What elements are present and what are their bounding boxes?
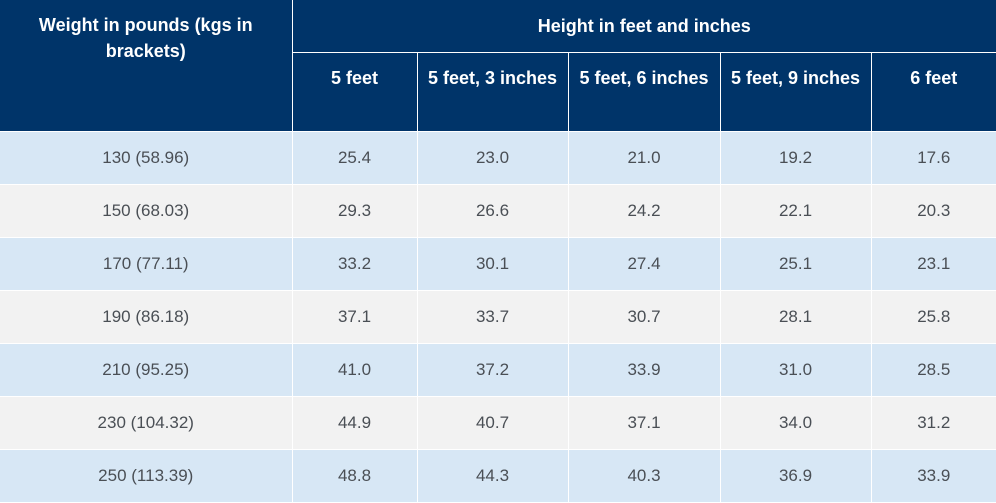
- bmi-cell: 33.7: [416, 290, 569, 344]
- bmi-cell: 37.1: [291, 290, 418, 344]
- table-row: 150 (68.03) 29.3 26.6 24.2 22.1 20.3: [0, 184, 996, 238]
- weight-cell: 170 (77.11): [0, 237, 293, 291]
- bmi-cell: 23.0: [416, 131, 569, 185]
- weight-cell: 130 (58.96): [0, 131, 293, 185]
- weight-column-header: Weight in pounds (kgs in brackets): [0, 0, 293, 132]
- bmi-cell: 30.7: [567, 290, 721, 344]
- height-column-header: 5 feet, 6 inches: [567, 51, 721, 132]
- bmi-cell: 22.1: [719, 184, 872, 238]
- bmi-cell: 33.2: [291, 237, 418, 291]
- bmi-cell: 23.1: [870, 237, 996, 291]
- bmi-cell: 37.2: [416, 343, 569, 397]
- bmi-cell: 25.1: [719, 237, 872, 291]
- bmi-cell: 29.3: [291, 184, 418, 238]
- bmi-cell: 21.0: [567, 131, 721, 185]
- table-body: 130 (58.96) 25.4 23.0 21.0 19.2 17.6 150…: [0, 131, 996, 503]
- bmi-cell: 25.4: [291, 131, 418, 185]
- height-column-header: 6 feet: [870, 51, 996, 132]
- table-row: 250 (113.39) 48.8 44.3 40.3 36.9 33.9: [0, 449, 996, 503]
- bmi-cell: 28.5: [870, 343, 996, 397]
- bmi-cell: 44.3: [416, 449, 569, 503]
- table-header: Weight in pounds (kgs in brackets) Heigh…: [0, 0, 996, 132]
- bmi-cell: 44.9: [291, 396, 418, 450]
- bmi-cell: 24.2: [567, 184, 721, 238]
- bmi-cell: 36.9: [719, 449, 872, 503]
- header-row-group: Weight in pounds (kgs in brackets) Heigh…: [0, 0, 996, 132]
- bmi-cell: 40.3: [567, 449, 721, 503]
- bmi-cell: 41.0: [291, 343, 418, 397]
- table-row: 210 (95.25) 41.0 37.2 33.9 31.0 28.5: [0, 343, 996, 397]
- weight-cell: 230 (104.32): [0, 396, 293, 450]
- bmi-cell: 28.1: [719, 290, 872, 344]
- bmi-cell: 27.4: [567, 237, 721, 291]
- height-column-header: 5 feet: [292, 51, 418, 132]
- table-row: 230 (104.32) 44.9 40.7 37.1 34.0 31.2: [0, 396, 996, 450]
- weight-cell: 210 (95.25): [0, 343, 293, 397]
- table-row: 190 (86.18) 37.1 33.7 30.7 28.1 25.8: [0, 290, 996, 344]
- bmi-cell: 31.2: [870, 396, 996, 450]
- bmi-cell: 33.9: [567, 343, 721, 397]
- bmi-cell: 30.1: [416, 237, 569, 291]
- table-row: 130 (58.96) 25.4 23.0 21.0 19.2 17.6: [0, 131, 996, 185]
- table-row: 170 (77.11) 33.2 30.1 27.4 25.1 23.1: [0, 237, 996, 291]
- bmi-cell: 20.3: [870, 184, 996, 238]
- weight-cell: 150 (68.03): [0, 184, 293, 238]
- bmi-cell: 37.1: [567, 396, 721, 450]
- weight-cell: 250 (113.39): [0, 449, 293, 503]
- height-column-header: 5 feet, 3 inches: [416, 51, 569, 132]
- height-column-header: 5 feet, 9 inches: [719, 51, 872, 132]
- bmi-cell: 25.8: [870, 290, 996, 344]
- bmi-cell: 48.8: [291, 449, 418, 503]
- height-group-header: Height in feet and inches: [291, 0, 996, 53]
- bmi-cell: 34.0: [719, 396, 872, 450]
- bmi-cell: 40.7: [416, 396, 569, 450]
- bmi-cell: 31.0: [719, 343, 872, 397]
- weight-cell: 190 (86.18): [0, 290, 293, 344]
- header-row-heights: 5 feet 5 feet, 3 inches 5 feet, 6 inches…: [0, 51, 996, 132]
- bmi-cell: 33.9: [870, 449, 996, 503]
- bmi-cell: 19.2: [719, 131, 872, 185]
- bmi-cell: 26.6: [416, 184, 569, 238]
- bmi-cell: 17.6: [870, 131, 996, 185]
